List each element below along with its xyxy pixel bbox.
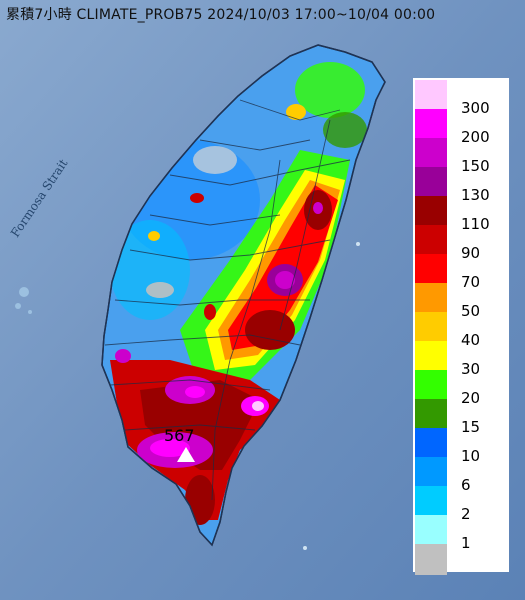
legend-swatch bbox=[415, 80, 447, 111]
legend-swatch bbox=[415, 428, 447, 459]
legend-swatch bbox=[415, 225, 447, 256]
legend-label: 90 bbox=[461, 244, 481, 262]
legend-label: 300 bbox=[461, 99, 490, 117]
legend-label: 15 bbox=[461, 418, 481, 436]
legend-swatch bbox=[415, 457, 447, 488]
max-location-marker bbox=[177, 447, 195, 462]
legend-label: 50 bbox=[461, 302, 481, 320]
penghu-islands bbox=[15, 287, 32, 314]
legend-swatch bbox=[415, 109, 447, 140]
max-value-label: 567 bbox=[164, 426, 195, 445]
island-outline bbox=[101, 44, 386, 547]
legend-swatch bbox=[415, 486, 447, 517]
legend-swatch bbox=[415, 283, 447, 314]
legend-label: 2 bbox=[461, 505, 471, 523]
legend-label: 70 bbox=[461, 273, 481, 291]
legend-label: 10 bbox=[461, 447, 481, 465]
legend-label: 200 bbox=[461, 128, 490, 146]
legend-swatch bbox=[415, 370, 447, 401]
offshore-islets bbox=[303, 242, 360, 550]
legend-label: 1 bbox=[461, 534, 471, 552]
legend-swatch bbox=[415, 544, 447, 575]
legend-swatch bbox=[415, 515, 447, 546]
map-title: 累積7小時 CLIMATE_PROB75 2024/10/03 17:00~10… bbox=[6, 7, 436, 23]
legend-swatch bbox=[415, 196, 447, 227]
legend-label: 130 bbox=[461, 186, 490, 204]
legend-label: 110 bbox=[461, 215, 490, 233]
legend-label: 20 bbox=[461, 389, 481, 407]
legend-swatch bbox=[415, 138, 447, 169]
legend-swatch bbox=[415, 341, 447, 372]
legend-label: 150 bbox=[461, 157, 490, 175]
legend-swatch bbox=[415, 399, 447, 430]
legend-label: 40 bbox=[461, 331, 481, 349]
legend-swatch bbox=[415, 167, 447, 198]
legend-label: 30 bbox=[461, 360, 481, 378]
legend-swatch bbox=[415, 312, 447, 343]
legend-swatch bbox=[415, 254, 447, 285]
color-legend: 300 200 150 130 110 90 70 50 40 30 20 15 10 6 2 1 bbox=[413, 78, 509, 575]
admin-boundaries bbox=[104, 99, 351, 501]
legend-label: 6 bbox=[461, 476, 471, 494]
